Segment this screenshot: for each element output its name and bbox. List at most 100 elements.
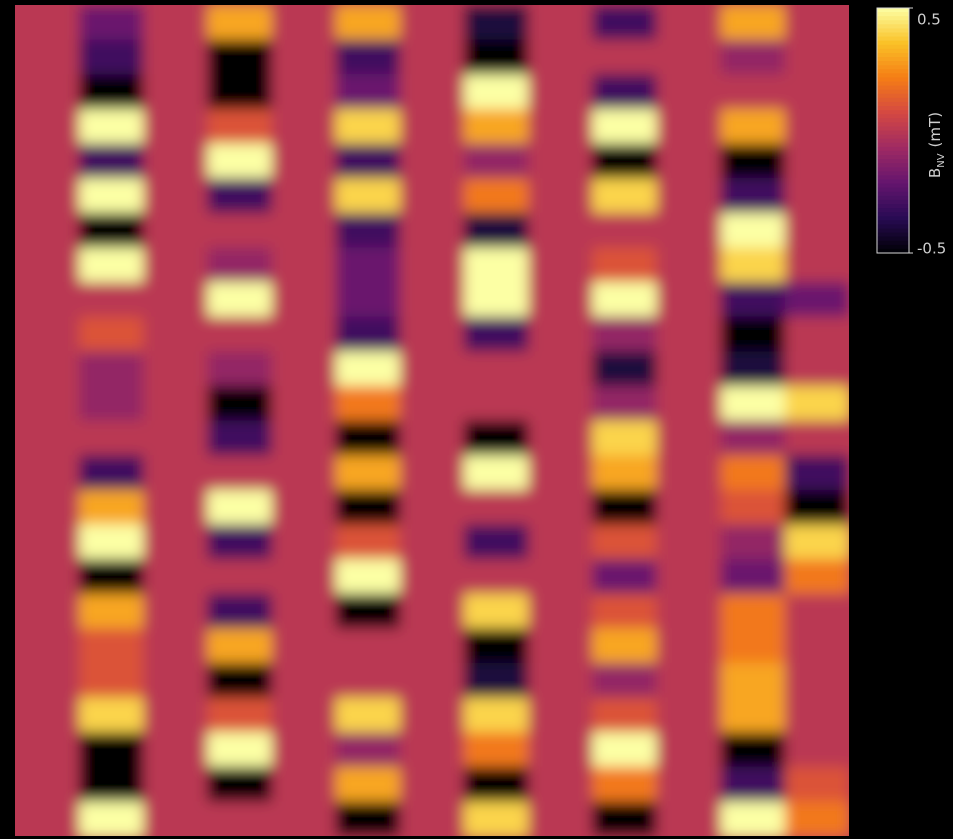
colorbar-segment bbox=[877, 37, 909, 42]
heatmap-cell bbox=[15, 40, 80, 75]
heatmap-cell bbox=[336, 74, 401, 109]
colorbar-tick-label: 0.5 bbox=[917, 11, 941, 29]
heatmap-cell bbox=[528, 767, 593, 802]
heatmap-cell bbox=[79, 247, 144, 282]
heatmap-cell bbox=[272, 490, 337, 525]
heatmap-cell bbox=[272, 5, 337, 40]
heatmap-cell bbox=[143, 663, 208, 698]
colorbar-label-symbol: B bbox=[926, 168, 944, 178]
heatmap-cell bbox=[657, 698, 722, 733]
heatmap-cell bbox=[15, 247, 80, 282]
heatmap-cell bbox=[785, 74, 850, 109]
heatmap-cell bbox=[721, 74, 786, 109]
colorbar-segment bbox=[877, 98, 909, 103]
heatmap-cell bbox=[272, 386, 337, 421]
heatmap-cell bbox=[272, 594, 337, 629]
heatmap-cell bbox=[592, 247, 657, 282]
heatmap-cell bbox=[400, 178, 465, 213]
heatmap-cell bbox=[79, 559, 144, 594]
heatmap-cell bbox=[785, 559, 850, 594]
heatmap-cell bbox=[592, 40, 657, 75]
heatmap-cell bbox=[721, 178, 786, 213]
heatmap-cell bbox=[15, 5, 80, 40]
heatmap-cell bbox=[79, 490, 144, 525]
heatmap-cell bbox=[721, 109, 786, 144]
heatmap-cell bbox=[785, 801, 850, 836]
heatmap-cell bbox=[592, 178, 657, 213]
heatmap-cell bbox=[785, 317, 850, 352]
heatmap-cell bbox=[464, 524, 529, 559]
heatmap-cell bbox=[464, 40, 529, 75]
colorbar-segment bbox=[877, 41, 909, 46]
heatmap-cell bbox=[207, 801, 272, 836]
heatmap-cell bbox=[592, 663, 657, 698]
heatmap-cell bbox=[207, 490, 272, 525]
heatmap-cell bbox=[592, 144, 657, 179]
heatmap-cell bbox=[785, 628, 850, 663]
heatmap-cell bbox=[657, 247, 722, 282]
heatmap-cell bbox=[657, 144, 722, 179]
heatmap-cell bbox=[272, 178, 337, 213]
heatmap-cell bbox=[400, 524, 465, 559]
heatmap-cell bbox=[785, 663, 850, 698]
heatmap-cell bbox=[336, 455, 401, 490]
heatmap-cell bbox=[528, 282, 593, 317]
heatmap-cell bbox=[15, 663, 80, 698]
heatmap-cell bbox=[785, 178, 850, 213]
heatmap-cell bbox=[207, 698, 272, 733]
heatmap-cell bbox=[272, 801, 337, 836]
colorbar-segment bbox=[877, 184, 909, 189]
heatmap-cell bbox=[336, 628, 401, 663]
heatmap-cell bbox=[15, 351, 80, 386]
heatmap-cell bbox=[15, 628, 80, 663]
heatmap-cell bbox=[592, 524, 657, 559]
heatmap-cell bbox=[592, 421, 657, 456]
colorbar-segment bbox=[877, 24, 909, 29]
heatmap-cell bbox=[336, 732, 401, 767]
colorbar-segment bbox=[877, 192, 909, 197]
heatmap-cell bbox=[336, 40, 401, 75]
heatmap-cell bbox=[336, 317, 401, 352]
heatmap-cell bbox=[15, 801, 80, 836]
heatmap-cell bbox=[464, 386, 529, 421]
colorbar-segment bbox=[877, 73, 909, 78]
colorbar-segment bbox=[877, 135, 909, 140]
colorbar-segment bbox=[877, 237, 909, 242]
heatmap-cell bbox=[336, 247, 401, 282]
colorbar-segment bbox=[877, 57, 909, 62]
heatmap-cell bbox=[79, 213, 144, 248]
colorbar-segment bbox=[877, 110, 909, 115]
heatmap-cell bbox=[272, 455, 337, 490]
heatmap-cell bbox=[336, 490, 401, 525]
heatmap-cell bbox=[400, 594, 465, 629]
heatmap-cell bbox=[464, 698, 529, 733]
colorbar-segment bbox=[877, 229, 909, 234]
heatmap-cell bbox=[721, 559, 786, 594]
heatmap-cell bbox=[592, 559, 657, 594]
heatmap-cell bbox=[785, 386, 850, 421]
heatmap-cell bbox=[15, 317, 80, 352]
heatmap-cell bbox=[400, 801, 465, 836]
heatmap-cell bbox=[528, 801, 593, 836]
heatmap-cell bbox=[15, 767, 80, 802]
page: {"chart_data": {"type": "heatmap", "colo… bbox=[0, 0, 953, 839]
heatmap-cell bbox=[336, 421, 401, 456]
heatmap-cell bbox=[657, 594, 722, 629]
colorbar-segment bbox=[877, 16, 909, 21]
heatmap-cell bbox=[721, 524, 786, 559]
heatmap-cell bbox=[464, 351, 529, 386]
colorbar-segment bbox=[877, 224, 909, 229]
heatmap-cell bbox=[207, 559, 272, 594]
colorbar-segment bbox=[877, 245, 909, 250]
heatmap-cell bbox=[400, 213, 465, 248]
colorbar-segment bbox=[877, 208, 909, 213]
heatmap-cell bbox=[721, 213, 786, 248]
heatmap-cell bbox=[400, 663, 465, 698]
heatmap-cell bbox=[79, 178, 144, 213]
heatmap-cell bbox=[721, 317, 786, 352]
heatmap-cell bbox=[143, 801, 208, 836]
heatmap-cell bbox=[528, 628, 593, 663]
heatmap-cell bbox=[143, 490, 208, 525]
heatmap-cell bbox=[721, 594, 786, 629]
heatmap-cell bbox=[143, 628, 208, 663]
